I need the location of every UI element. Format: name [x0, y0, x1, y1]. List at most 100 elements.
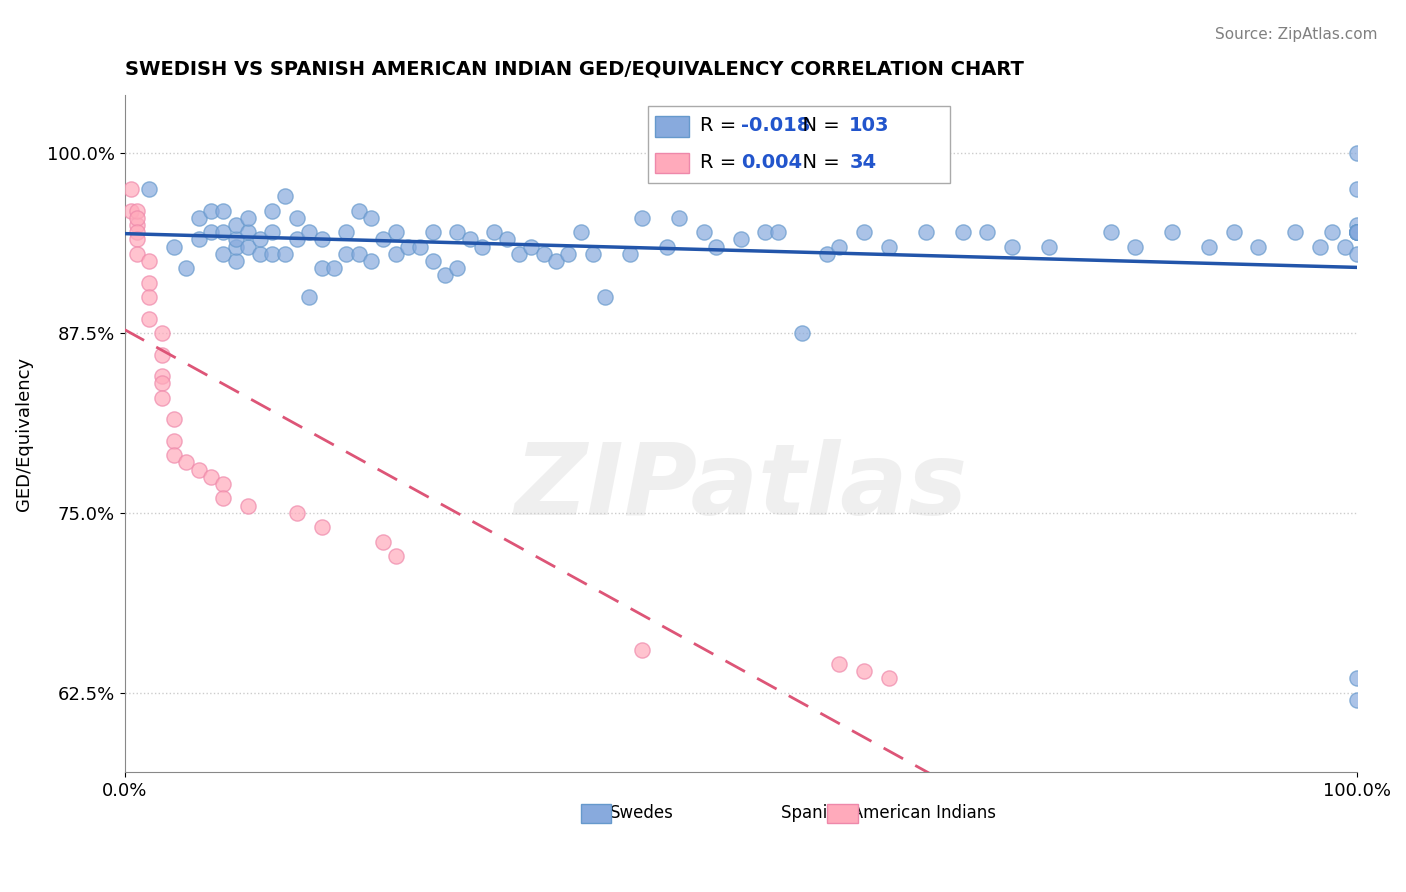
Text: N =: N = — [790, 153, 846, 172]
Point — [1346, 225, 1368, 239]
Point — [150, 376, 173, 391]
Point — [163, 239, 186, 253]
Point — [285, 506, 308, 520]
Point — [1001, 239, 1024, 253]
Text: Source: ZipAtlas.com: Source: ZipAtlas.com — [1215, 27, 1378, 42]
Point — [200, 203, 222, 218]
Point — [163, 434, 186, 448]
Point — [347, 203, 370, 218]
Point — [1038, 239, 1060, 253]
Point — [422, 254, 444, 268]
Point — [1161, 225, 1184, 239]
Point — [384, 225, 406, 239]
Point — [360, 254, 382, 268]
Point — [828, 239, 851, 253]
Point — [1123, 239, 1146, 253]
Point — [766, 225, 789, 239]
Point — [952, 225, 974, 239]
Point — [225, 239, 247, 253]
Y-axis label: GED/Equivalency: GED/Equivalency — [15, 357, 32, 511]
Point — [138, 182, 160, 196]
Point — [120, 203, 142, 218]
Point — [125, 225, 148, 239]
Point — [236, 499, 259, 513]
Point — [446, 261, 468, 276]
Point — [360, 211, 382, 225]
Point — [174, 455, 197, 469]
Point — [249, 232, 271, 246]
Point — [1346, 693, 1368, 707]
Point — [384, 246, 406, 260]
Point — [236, 239, 259, 253]
Point — [409, 239, 432, 253]
Point — [225, 254, 247, 268]
Point — [347, 246, 370, 260]
Point — [1346, 218, 1368, 232]
Point — [311, 261, 333, 276]
Point — [262, 203, 284, 218]
FancyBboxPatch shape — [648, 105, 950, 184]
Point — [508, 246, 530, 260]
Point — [285, 211, 308, 225]
Point — [150, 391, 173, 405]
Point — [212, 477, 235, 491]
Point — [1284, 225, 1306, 239]
Text: ZIPatlas: ZIPatlas — [515, 440, 967, 536]
Point — [285, 232, 308, 246]
Point — [631, 211, 654, 225]
Point — [335, 225, 357, 239]
Point — [1346, 225, 1368, 239]
Point — [631, 642, 654, 657]
Point — [1333, 239, 1355, 253]
Point — [1346, 225, 1368, 239]
Text: 34: 34 — [849, 153, 876, 172]
Point — [187, 232, 209, 246]
Text: Swedes: Swedes — [610, 804, 673, 822]
Point — [582, 246, 605, 260]
Point — [619, 246, 641, 260]
Point — [877, 672, 900, 686]
Point — [138, 290, 160, 304]
Point — [1346, 225, 1368, 239]
Point — [1346, 146, 1368, 161]
Point — [138, 254, 160, 268]
Point — [1309, 239, 1331, 253]
Point — [150, 326, 173, 340]
Point — [212, 225, 235, 239]
Point — [1346, 182, 1368, 196]
Point — [384, 549, 406, 563]
Point — [422, 225, 444, 239]
Point — [704, 239, 727, 253]
Point — [163, 448, 186, 462]
Point — [557, 246, 579, 260]
Point — [544, 254, 567, 268]
Point — [311, 520, 333, 534]
Point — [274, 189, 297, 203]
Text: N =: N = — [790, 116, 846, 136]
Point — [125, 211, 148, 225]
Point — [533, 246, 555, 260]
Point — [163, 412, 186, 426]
Point — [1198, 239, 1220, 253]
Point — [138, 276, 160, 290]
Point — [125, 246, 148, 260]
Text: 0.004: 0.004 — [741, 153, 801, 172]
Point — [373, 534, 395, 549]
Point — [187, 463, 209, 477]
Point — [225, 218, 247, 232]
FancyBboxPatch shape — [827, 804, 858, 822]
FancyBboxPatch shape — [655, 153, 689, 173]
Point — [274, 246, 297, 260]
Point — [1322, 225, 1344, 239]
Point — [150, 347, 173, 361]
Point — [1222, 225, 1244, 239]
Point — [1346, 672, 1368, 686]
Point — [125, 232, 148, 246]
Point — [225, 232, 247, 246]
Point — [1346, 246, 1368, 260]
Point — [754, 225, 776, 239]
Point — [323, 261, 346, 276]
Point — [815, 246, 838, 260]
Point — [1346, 225, 1368, 239]
Point — [138, 311, 160, 326]
